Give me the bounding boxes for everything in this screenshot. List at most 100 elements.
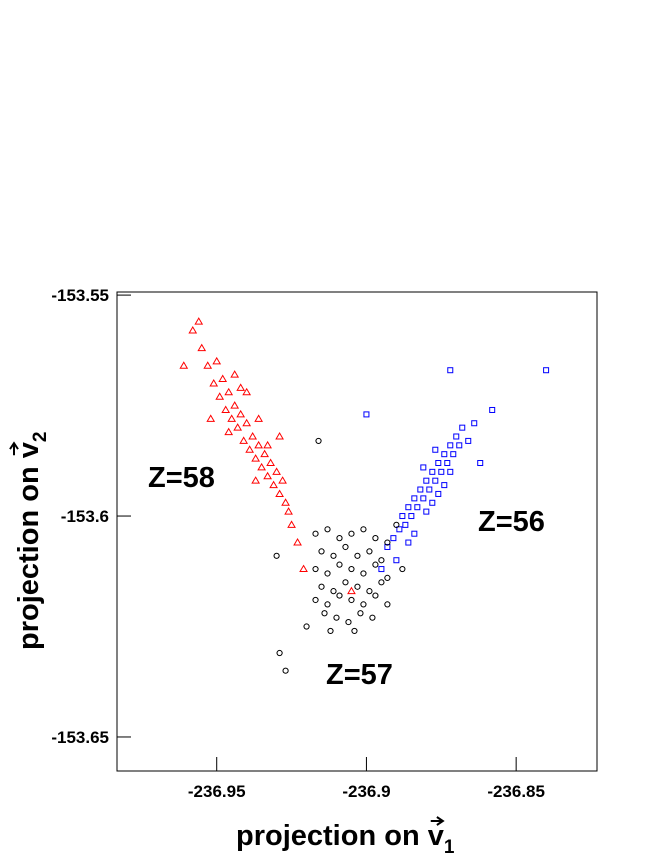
point bbox=[435, 490, 442, 497]
plot-frame bbox=[116, 291, 598, 772]
point bbox=[447, 468, 454, 475]
point bbox=[203, 361, 213, 369]
point bbox=[456, 442, 463, 449]
point bbox=[435, 460, 442, 467]
y-label-vector: v bbox=[13, 442, 45, 458]
x-label-subscript: 1 bbox=[444, 837, 455, 858]
y-tick-label: -153.6 bbox=[61, 507, 109, 526]
point bbox=[405, 504, 412, 511]
point bbox=[312, 596, 319, 604]
point bbox=[411, 530, 418, 537]
point bbox=[287, 520, 296, 528]
point bbox=[324, 570, 331, 577]
point bbox=[230, 401, 240, 409]
point bbox=[459, 424, 466, 431]
point bbox=[221, 405, 231, 413]
point bbox=[429, 499, 436, 506]
series-label: Z=56 bbox=[478, 506, 545, 538]
point bbox=[278, 476, 287, 484]
point bbox=[408, 513, 415, 520]
point bbox=[432, 477, 439, 484]
point bbox=[444, 460, 451, 467]
point bbox=[447, 442, 454, 449]
y-tick-label: -153.55 bbox=[51, 286, 109, 305]
y-tick-label: -153.65 bbox=[51, 728, 109, 747]
point bbox=[206, 414, 216, 422]
point bbox=[372, 561, 379, 568]
point bbox=[372, 592, 379, 599]
point bbox=[363, 411, 370, 418]
point bbox=[318, 548, 325, 555]
point bbox=[209, 378, 219, 387]
point bbox=[251, 454, 261, 462]
point bbox=[417, 486, 424, 493]
vector-arrow bbox=[9, 441, 19, 456]
x-tick-label: -236.85 bbox=[487, 782, 545, 801]
point bbox=[360, 570, 367, 577]
point bbox=[212, 356, 222, 365]
point bbox=[227, 414, 237, 422]
point bbox=[354, 583, 361, 590]
x-tick-label: -236.95 bbox=[188, 782, 246, 801]
x-label-vector: v bbox=[428, 820, 444, 852]
point bbox=[447, 367, 454, 374]
point bbox=[405, 539, 412, 546]
point bbox=[441, 451, 448, 458]
point bbox=[348, 530, 355, 537]
point bbox=[471, 420, 478, 427]
point bbox=[239, 436, 249, 444]
point bbox=[393, 557, 400, 564]
point bbox=[315, 437, 322, 445]
point bbox=[411, 495, 418, 502]
point bbox=[399, 565, 406, 573]
point bbox=[281, 498, 290, 506]
x-axis-title: projection on v1 bbox=[236, 816, 455, 858]
point bbox=[348, 565, 355, 573]
point bbox=[293, 538, 302, 546]
point bbox=[233, 423, 243, 431]
point bbox=[224, 427, 234, 436]
point bbox=[318, 583, 325, 590]
y-label-subscript: 2 bbox=[30, 432, 51, 443]
vector-arrow bbox=[430, 816, 445, 826]
point bbox=[423, 477, 430, 484]
point bbox=[275, 489, 284, 497]
point bbox=[215, 392, 225, 400]
point bbox=[393, 521, 400, 528]
point bbox=[390, 535, 397, 542]
point bbox=[263, 440, 272, 449]
point bbox=[336, 561, 343, 568]
point bbox=[312, 565, 319, 573]
point bbox=[282, 667, 289, 674]
point bbox=[384, 539, 391, 546]
point bbox=[432, 446, 439, 453]
point bbox=[414, 504, 421, 511]
point bbox=[197, 343, 207, 352]
point bbox=[266, 458, 275, 467]
point bbox=[179, 361, 189, 369]
point bbox=[441, 482, 448, 489]
point bbox=[354, 552, 361, 559]
point bbox=[194, 317, 204, 325]
point bbox=[372, 535, 379, 542]
point bbox=[402, 521, 409, 528]
point bbox=[342, 543, 349, 551]
point bbox=[218, 374, 228, 383]
x-tick-label: -236.9 bbox=[342, 782, 390, 801]
point bbox=[384, 601, 391, 608]
point bbox=[360, 601, 367, 608]
point bbox=[366, 548, 373, 555]
point bbox=[254, 414, 264, 422]
point bbox=[273, 552, 280, 559]
point bbox=[303, 623, 310, 630]
point bbox=[236, 383, 246, 391]
point bbox=[399, 513, 406, 520]
point bbox=[378, 579, 385, 586]
point bbox=[336, 535, 343, 542]
point bbox=[351, 627, 358, 635]
point bbox=[275, 432, 284, 440]
point bbox=[330, 552, 337, 559]
point bbox=[263, 471, 272, 480]
series-label: Z=57 bbox=[326, 659, 393, 691]
